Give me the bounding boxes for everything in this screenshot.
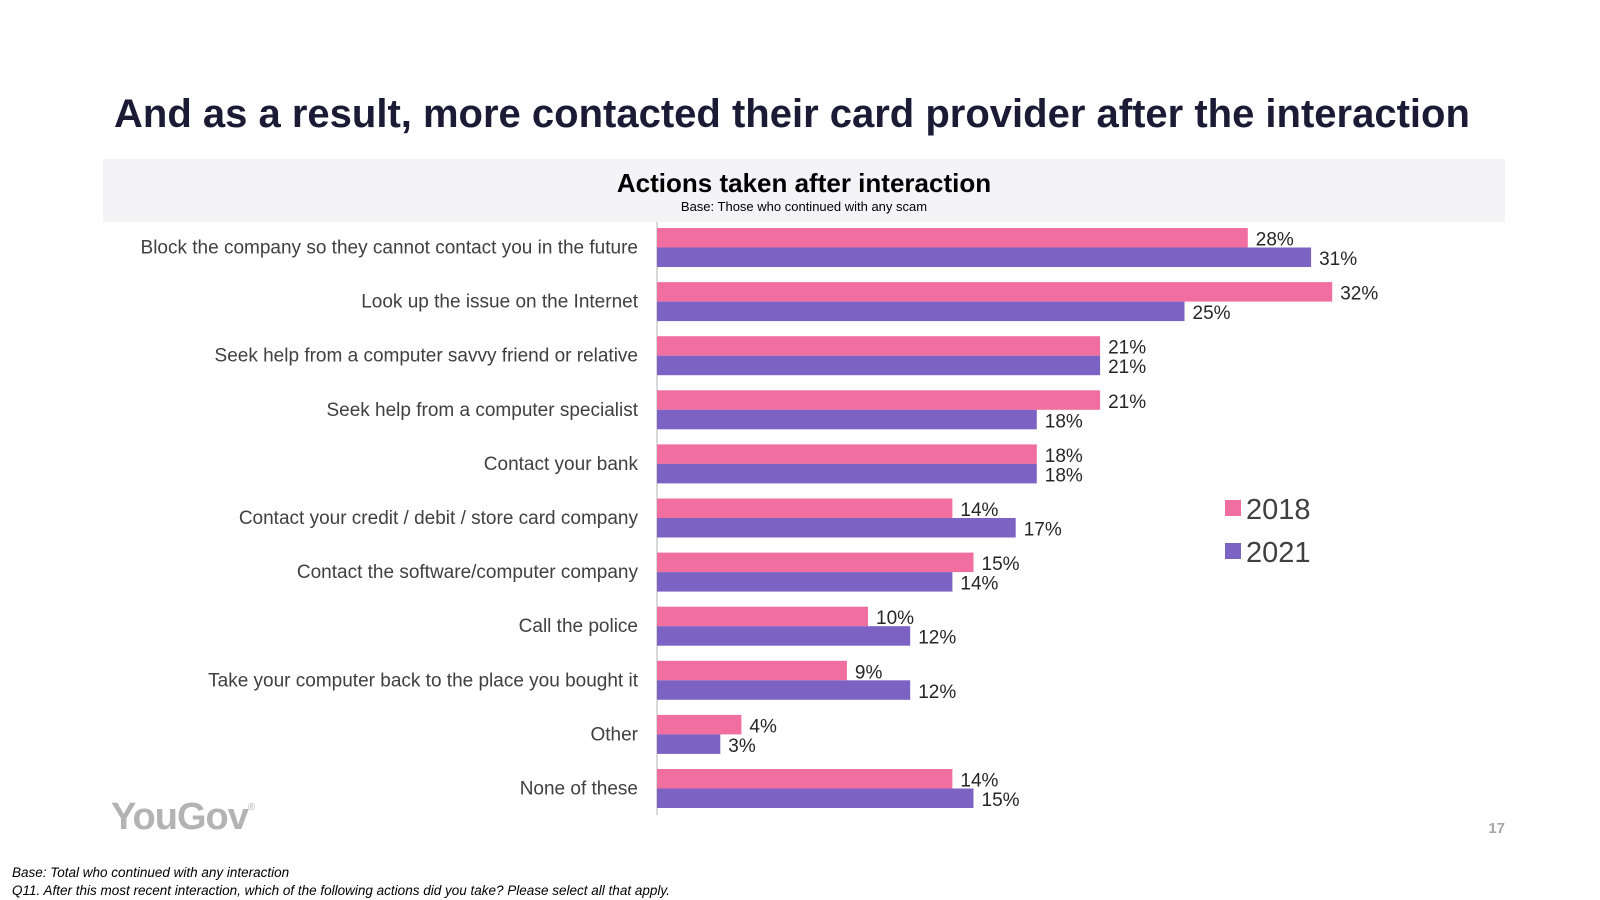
category-label: Contact the software/computer company (297, 562, 639, 583)
chart-title: Actions taken after interaction (616, 168, 992, 198)
data-label-2021: 31% (1319, 249, 1357, 270)
bar-2018 (657, 606, 868, 627)
bar-2018 (657, 660, 847, 681)
bar-2021 (657, 734, 721, 754)
footnotes: Base: Total who continued with any inter… (12, 864, 670, 900)
bar-2018 (657, 390, 1101, 410)
bar-2021 (657, 788, 974, 808)
bar-2018 (657, 336, 1101, 356)
page-title: And as a result, more contacted their ca… (114, 92, 1470, 136)
data-label-2018: 14% (960, 771, 998, 792)
data-label-2021: 18% (1045, 411, 1083, 432)
data-label-2018: 4% (749, 716, 777, 737)
bar-2021 (657, 680, 911, 700)
data-label-2018: 14% (960, 500, 998, 521)
data-label-2018: 21% (1108, 338, 1146, 359)
page-number: 17 (1488, 820, 1505, 837)
bar-2021 (657, 463, 1037, 484)
data-label-2021: 3% (728, 736, 756, 757)
chart-subtitle: Base: Those who continued with any scam (680, 199, 928, 214)
bar-2018 (657, 444, 1037, 464)
data-label-2021: 21% (1108, 357, 1146, 378)
footnote-base: Base: Total who continued with any inter… (12, 865, 290, 880)
logo-registered-mark: ® (247, 802, 255, 813)
legend-label-2021: 2021 (1246, 537, 1311, 569)
category-label: Take your computer back to the place you… (208, 670, 639, 691)
data-label-2021: 18% (1045, 465, 1083, 486)
data-label-2021: 25% (1193, 303, 1231, 324)
category-label: Block the company so they cannot contact… (141, 238, 638, 259)
data-label-2021: 15% (982, 790, 1020, 811)
bar-2021 (657, 572, 953, 592)
legend-label-2018: 2018 (1246, 494, 1311, 526)
category-label: Seek help from a computer specialist (326, 400, 638, 421)
bar-2021 (657, 355, 1101, 376)
bar-2018 (657, 498, 953, 518)
bar-2021 (657, 518, 1016, 538)
data-label-2018: 9% (855, 662, 883, 683)
data-label-2021: 12% (918, 682, 956, 703)
data-label-2021: 17% (1024, 520, 1062, 541)
bar-2018 (657, 282, 1333, 302)
data-label-2018: 18% (1045, 446, 1083, 467)
category-label: Seek help from a computer savvy friend o… (215, 346, 638, 367)
bar-2018 (657, 228, 1248, 248)
data-label-2018: 10% (876, 608, 914, 629)
bar-2021 (657, 301, 1185, 322)
data-label-2018: 21% (1108, 392, 1146, 413)
category-label: Contact your bank (484, 454, 639, 475)
data-label-2018: 15% (982, 554, 1020, 575)
footnote-question: Q11. After this most recent interaction,… (12, 883, 670, 898)
category-label: Other (590, 724, 638, 745)
bar-2018 (657, 769, 953, 789)
yougov-logo: YouGov® (111, 796, 255, 839)
bar-2021 (657, 247, 1312, 267)
category-label: Look up the issue on the Internet (361, 292, 638, 313)
category-label: Contact your credit / debit / store card… (239, 508, 639, 529)
bar-2018 (657, 552, 974, 573)
category-label: None of these (520, 779, 638, 800)
category-label: Call the police (519, 616, 638, 637)
bar-2021 (657, 409, 1037, 430)
chart-header: Actions taken after interaction Base: Th… (103, 159, 1505, 222)
bar-2021 (657, 626, 911, 646)
data-label-2018: 28% (1256, 230, 1294, 251)
data-label-2021: 12% (918, 628, 956, 649)
legend-swatch-2021 (1225, 543, 1241, 559)
data-label-2018: 32% (1340, 284, 1378, 305)
bar-2018 (657, 714, 742, 735)
data-label-2021: 14% (960, 574, 998, 595)
logo-text: YouGov (111, 796, 249, 838)
legend-swatch-2018 (1225, 500, 1241, 516)
